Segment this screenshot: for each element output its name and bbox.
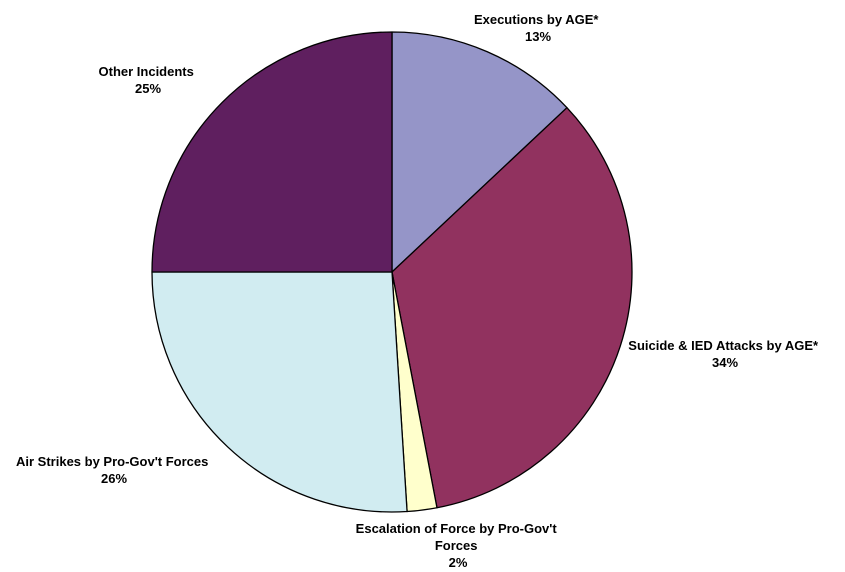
- pie-slices: [151, 31, 633, 513]
- slice-label-other: Other Incidents 25%: [99, 64, 198, 96]
- slice-label-escalation: Escalation of Force by Pro-Gov't Forces …: [356, 521, 561, 570]
- pie-slice-executions: [391, 31, 568, 273]
- pie-slice-other: [151, 31, 393, 273]
- slice-label-air-strikes: Air Strikes by Pro-Gov't Forces 26%: [16, 454, 212, 486]
- slice-label-suicide-ied: Suicide & IED Attacks by AGE* 34%: [628, 338, 821, 370]
- slice-label-executions: Executions by AGE* 13%: [474, 12, 602, 44]
- pie-slice-suicide-ied: [391, 107, 633, 509]
- pie-slice-air-strikes: [151, 271, 408, 513]
